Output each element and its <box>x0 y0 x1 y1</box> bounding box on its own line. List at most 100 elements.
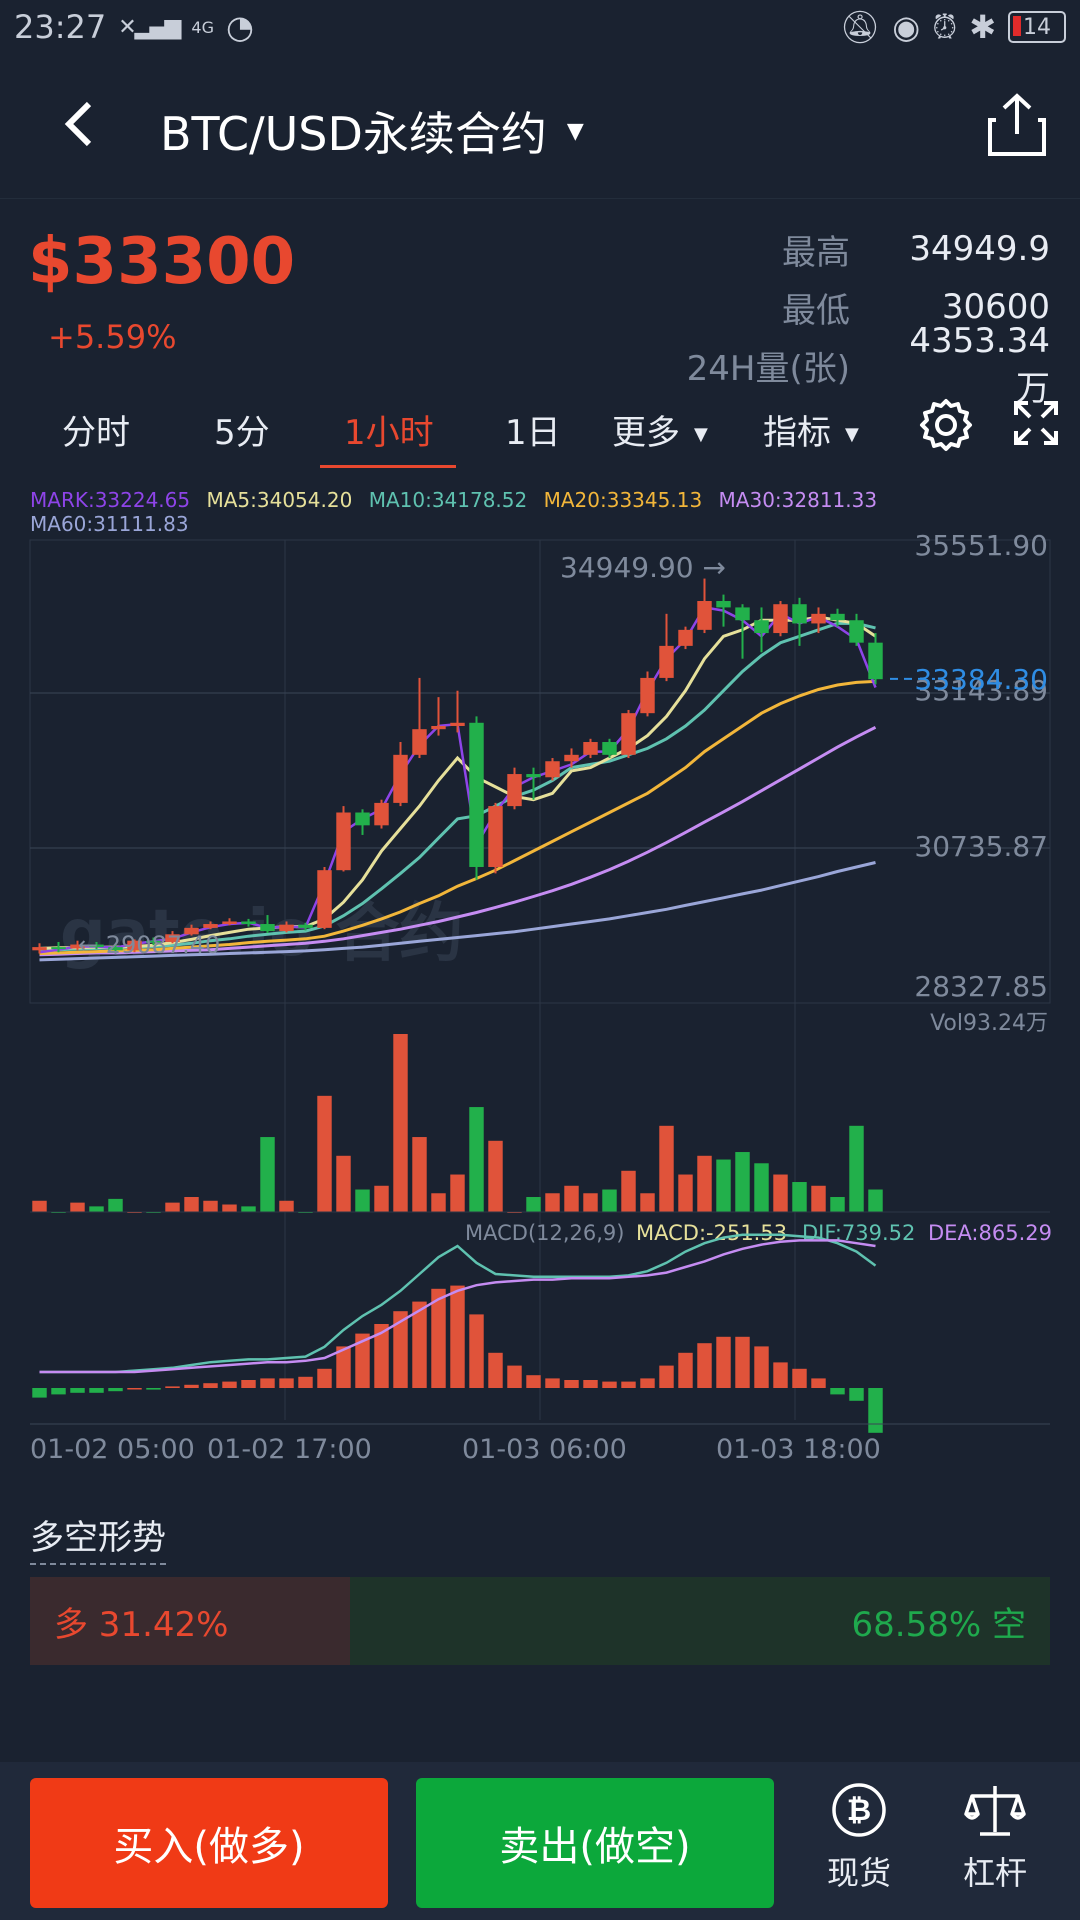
candle-body <box>70 944 85 949</box>
share-button[interactable] <box>982 90 1052 160</box>
volume-bar <box>659 1125 674 1212</box>
candle-body <box>355 812 370 826</box>
caret-down-icon: ▼ <box>566 118 584 144</box>
volume-bar <box>165 1202 180 1212</box>
candle-body <box>849 620 864 643</box>
candle-body <box>89 944 104 948</box>
candle-body <box>393 754 408 803</box>
macd-bar <box>469 1314 484 1388</box>
candle-body <box>203 924 218 928</box>
volume-bar <box>222 1204 237 1212</box>
macd-bar <box>773 1362 788 1388</box>
scale-icon <box>964 1786 1026 1836</box>
macd-bar <box>184 1384 199 1388</box>
macd-bar <box>545 1378 560 1388</box>
macd-bar <box>507 1365 522 1388</box>
kline-chart[interactable]: gate.io 合约35551.9033143.8930735.8728327.… <box>0 530 1080 1460</box>
candle-body <box>754 620 769 634</box>
tab-timeshare[interactable]: 分时 <box>62 413 130 453</box>
volume-bar <box>811 1185 826 1212</box>
tab-1hour[interactable]: 1小时 <box>344 413 434 453</box>
sentiment-title[interactable]: 多空形势 <box>30 1510 166 1565</box>
candle-body <box>450 722 465 726</box>
settings-button[interactable] <box>918 397 974 462</box>
macd-bar <box>716 1336 731 1388</box>
stat-volume: 24H量(张) 4353.34万 <box>686 320 1050 409</box>
tab-more[interactable]: 更多 ▼ <box>612 413 708 453</box>
legend-ma60: MA60:31111.83 <box>30 512 189 536</box>
back-button[interactable] <box>48 94 108 154</box>
macd-bar <box>868 1388 883 1433</box>
ma-line-ma60 <box>39 861 876 962</box>
macd-bar <box>678 1352 693 1388</box>
price-axis-label: 28327.85 <box>914 970 1048 1003</box>
ma-line-ma10 <box>39 621 876 952</box>
candle-body <box>830 613 845 621</box>
legend-ma5: MA5:34054.20 <box>206 488 353 512</box>
time-axis-label: 01-03 18:00 <box>716 1434 881 1460</box>
candle-body <box>298 924 313 928</box>
macd-bar <box>89 1388 104 1393</box>
macd-bar <box>849 1388 864 1401</box>
macd-bar <box>336 1346 351 1388</box>
macd-bar <box>222 1381 237 1388</box>
volume-bar <box>735 1152 750 1212</box>
caret-down-icon: ▼ <box>694 424 708 445</box>
volume-bar <box>545 1193 560 1212</box>
volume-bar <box>697 1155 712 1212</box>
tab-5min[interactable]: 5分 <box>214 413 270 453</box>
macd-bar <box>146 1388 161 1390</box>
candle-body <box>469 722 484 867</box>
candle-body <box>792 604 807 624</box>
gear-icon <box>920 399 972 451</box>
candle-body <box>735 607 750 621</box>
macd-bar <box>735 1336 750 1388</box>
volume-bar <box>583 1193 598 1212</box>
time-axis-label: 01-02 17:00 <box>207 1434 372 1460</box>
tab-indicators[interactable]: 指标 ▼ <box>763 413 859 453</box>
bell-muted-icon: 🔕︎ <box>839 8 881 46</box>
high-marker: 34949.90 → <box>560 551 726 584</box>
price-change: +5.59% <box>48 318 177 356</box>
price-axis-label: 33143.89 <box>914 674 1048 707</box>
buy-long-button[interactable]: 买入(做多) <box>30 1778 388 1908</box>
macd-bar <box>412 1301 427 1388</box>
macd-dea: DEA:865.29 <box>928 1221 1052 1245</box>
spot-button[interactable]: ₿ 现货 <box>804 1782 914 1912</box>
volume-bar <box>203 1200 218 1212</box>
macd-bar <box>355 1333 370 1388</box>
macd-bar <box>108 1388 123 1392</box>
volume-bar <box>773 1174 788 1212</box>
volume-bar <box>792 1182 807 1212</box>
stat-high: 最高 34949.9 <box>782 229 1050 273</box>
candle-body <box>260 924 275 932</box>
fullscreen-button[interactable] <box>1012 399 1060 456</box>
macd-bar <box>697 1343 712 1388</box>
leverage-button[interactable]: 杠杆 <box>940 1782 1050 1912</box>
signal-icon: ✕▂▄▆ <box>118 14 181 40</box>
volume-bar <box>849 1125 864 1212</box>
volume-bar <box>450 1174 465 1212</box>
long-ratio: 多 31.42% <box>30 1577 351 1665</box>
share-icon <box>988 93 1046 156</box>
volume-bar <box>241 1206 256 1212</box>
macd-bar <box>640 1378 655 1388</box>
candle-body <box>507 774 522 807</box>
volume-bar <box>32 1200 47 1212</box>
volume-bar <box>526 1197 541 1212</box>
tab-1day[interactable]: 1日 <box>505 413 561 453</box>
battery-icon: 14 <box>1008 11 1066 43</box>
current-price-label: 33384.30 <box>914 663 1048 696</box>
candle-body <box>374 802 389 826</box>
status-time: 23:27 <box>14 8 107 46</box>
network-label: 4G <box>191 17 214 37</box>
macd-bar <box>602 1381 617 1388</box>
candle-body <box>146 940 161 943</box>
macd-bar <box>583 1380 598 1388</box>
bottom-action-bar: 买入(做多) 卖出(做空) ₿ 现货 杠杆 <box>0 1762 1080 1920</box>
price-axis-label: 30735.87 <box>914 830 1048 863</box>
contract-selector[interactable]: BTC/USD永续合约 ▼ <box>160 98 584 164</box>
volume-bar <box>108 1198 123 1212</box>
sell-short-button[interactable]: 卖出(做空) <box>416 1778 774 1908</box>
volume-bar <box>640 1193 655 1212</box>
